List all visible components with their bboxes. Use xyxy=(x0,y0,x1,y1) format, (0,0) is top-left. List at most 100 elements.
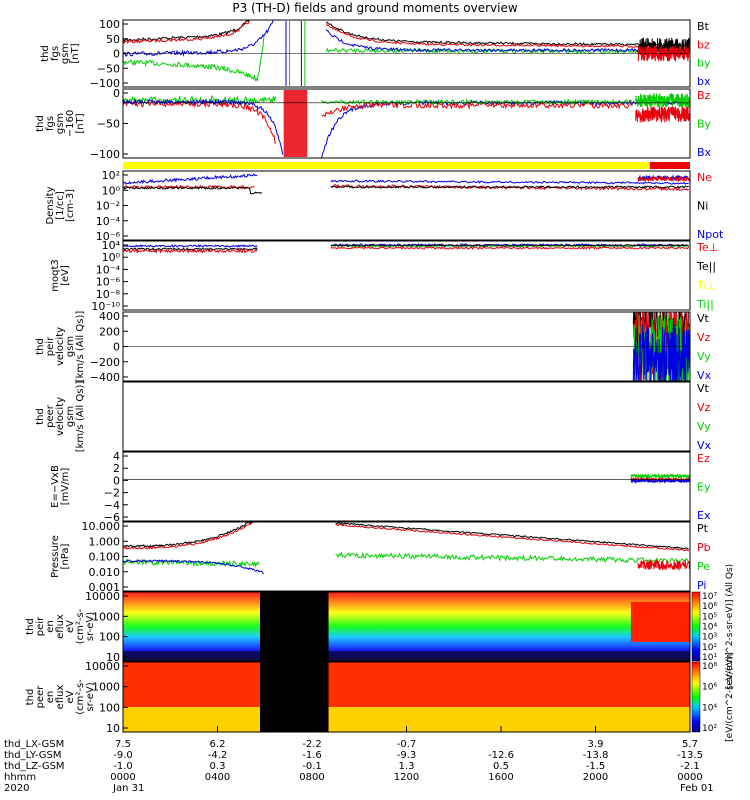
ylabel-line-9-1: thd xyxy=(25,618,36,635)
ylabel-line-10-2: peer xyxy=(35,685,46,709)
ylabel-line-10-6: (cm²-s- xyxy=(75,679,86,715)
ylabel-line-6-2: peer xyxy=(45,404,56,428)
xaxis-value-4-5: 1600 xyxy=(488,772,513,783)
ylabel-line-5-5: [km/s (All Qs)] xyxy=(75,311,86,383)
p2-bx-series-left xyxy=(122,98,284,155)
colorbar-tick-1-5: 10³ xyxy=(702,633,717,643)
ytick-label-4-1: 10⁴ xyxy=(102,239,121,252)
ylabel-line-2-3: gsm xyxy=(55,113,66,134)
ylabel-line-3-1: Density xyxy=(45,186,56,224)
legend-4-4: Ti|| xyxy=(696,298,714,311)
legend-2-1: Bz xyxy=(697,89,711,102)
p2-by-dense xyxy=(635,92,691,109)
p4-te-perp-left xyxy=(122,248,258,254)
ylabel-line-9-5: eV xyxy=(65,620,76,633)
xaxis-row-label-4: hhmm xyxy=(4,772,36,783)
xaxis-value-4-6: 2000 xyxy=(583,772,608,783)
legend-8-3: Pe xyxy=(697,560,710,573)
p8-pb-dense xyxy=(637,559,691,571)
ylabel-line-9-3: en xyxy=(45,620,56,633)
ylabel-line-3-2: [1/cc] xyxy=(55,191,66,220)
xaxis-value-3-6: -1.5 xyxy=(586,761,606,772)
panel-frame-3 xyxy=(122,170,691,241)
legend-7-3: Ex xyxy=(697,509,711,522)
p8-pt-left xyxy=(122,521,260,548)
ytick-label-5-4: −200 xyxy=(90,356,120,369)
xaxis-value-3-5: 0.5 xyxy=(493,761,509,772)
xaxis-value-4-7: 0000 xyxy=(677,772,702,783)
xaxis-value-2-6: -13.8 xyxy=(583,750,609,761)
legend-8-4: Pi xyxy=(697,579,706,592)
xaxis-value-2-1: -9.0 xyxy=(113,750,133,761)
legend-1-2: bz xyxy=(697,38,710,51)
xaxis-row-label-2: thd_LY-GSM xyxy=(4,750,61,761)
p3-ni-right xyxy=(330,185,689,189)
ylabel-line-10-3: en xyxy=(45,691,56,704)
legend-8-2: Pb xyxy=(697,541,711,554)
p2-bx-series-right xyxy=(321,99,690,159)
panel-frame-7 xyxy=(122,451,691,522)
ylabel-line-1-2: fgs xyxy=(50,46,61,61)
ytick-label-10-4: 10 xyxy=(106,722,120,735)
legend-4-2: Te|| xyxy=(696,260,716,273)
ylabel-line-1-4: [nT] xyxy=(70,43,81,63)
xaxis-value-4-1: 0000 xyxy=(110,772,135,783)
legend-3-1: Ne xyxy=(697,171,712,184)
p5-vx-series xyxy=(632,324,691,383)
ytick-label-2-1: 0 xyxy=(113,87,120,100)
panel-frame-4 xyxy=(122,240,691,311)
ylabel-line-5-2: peir xyxy=(45,336,56,356)
ytick-label-4-6: 10⁻¹⁰ xyxy=(91,300,120,313)
ytick-label-3-2: 10⁰ xyxy=(102,184,121,197)
p4-ti-perp-left xyxy=(122,244,258,248)
xaxis-value-1-6: 5.7 xyxy=(682,739,698,750)
ylabel-line-10-5: eV xyxy=(65,690,76,703)
p3-npot-right xyxy=(330,179,689,185)
p1-bx-series-left xyxy=(122,19,277,57)
ytick-label-8-4: 0.010 xyxy=(89,566,121,579)
ytick-label-9-3: 100 xyxy=(99,631,120,644)
ytick-label-10-3: 100 xyxy=(99,701,120,714)
ytick-label-8-3: 0.100 xyxy=(89,551,121,564)
colorbar-label-2: [eV/(cm^2-s-sr-eV)] xyxy=(725,652,735,742)
p7-ey-series xyxy=(630,472,691,480)
ylabel-line-6-4: gsm xyxy=(65,406,76,427)
ylabel-line-7-1: E=−VxB xyxy=(50,465,61,508)
p8-pe-right xyxy=(335,551,690,564)
legend-8-1: Pt xyxy=(697,522,709,535)
p3-ne-dense xyxy=(637,175,691,183)
ytick-label-10-1: 10000 xyxy=(85,660,120,673)
xaxis-value-3-2: 0.3 xyxy=(210,761,226,772)
legend-6-4: Vx xyxy=(697,439,712,452)
legend-7-2: Ey xyxy=(697,481,711,494)
ytick-label-7-6: −6 xyxy=(104,511,120,524)
legend-2-2: By xyxy=(697,118,712,131)
legend-1-1: Bt xyxy=(697,20,710,33)
xaxis-value-4-3: 0800 xyxy=(299,772,324,783)
panel-frame-9 xyxy=(122,591,691,662)
xaxis-value-1-3: -2.2 xyxy=(302,739,322,750)
ytick-label-7-5: −4 xyxy=(104,499,120,512)
ytick-label-1-2: 50 xyxy=(106,33,120,46)
ytick-label-7-2: 2 xyxy=(113,462,120,475)
mode-bar-red xyxy=(649,162,690,169)
xaxis-value-1-2: 6.2 xyxy=(210,739,226,750)
xaxis-value-3-1: -1.0 xyxy=(113,761,133,772)
ylabel-line-3-3: [cm-3] xyxy=(65,189,76,222)
ytick-label-8-2: 1.000 xyxy=(89,535,121,548)
ylabel-line-4-1: moqt3 xyxy=(50,259,61,292)
ylabel-line-5-1: thd xyxy=(35,338,46,355)
p7-ex-series xyxy=(630,477,691,484)
ylabel-line-9-7: sr-eV) xyxy=(85,612,96,641)
ytick-label-2-3: −100 xyxy=(90,148,120,161)
ylabel-2: thd fgs gsm −160 [nT] xyxy=(35,110,86,137)
legend-2-3: Bx xyxy=(697,146,712,159)
p1-bt-series-left xyxy=(122,19,253,43)
xaxis-row-label-5: 2020 xyxy=(4,783,29,794)
ylabel-line-2-1: thd xyxy=(35,115,46,132)
legend-5-2: Vz xyxy=(697,331,711,344)
ylabel-line-1-3: gsm xyxy=(60,43,71,64)
p4-te-perp-right xyxy=(330,246,690,250)
p1-bz-series-left xyxy=(122,19,253,44)
